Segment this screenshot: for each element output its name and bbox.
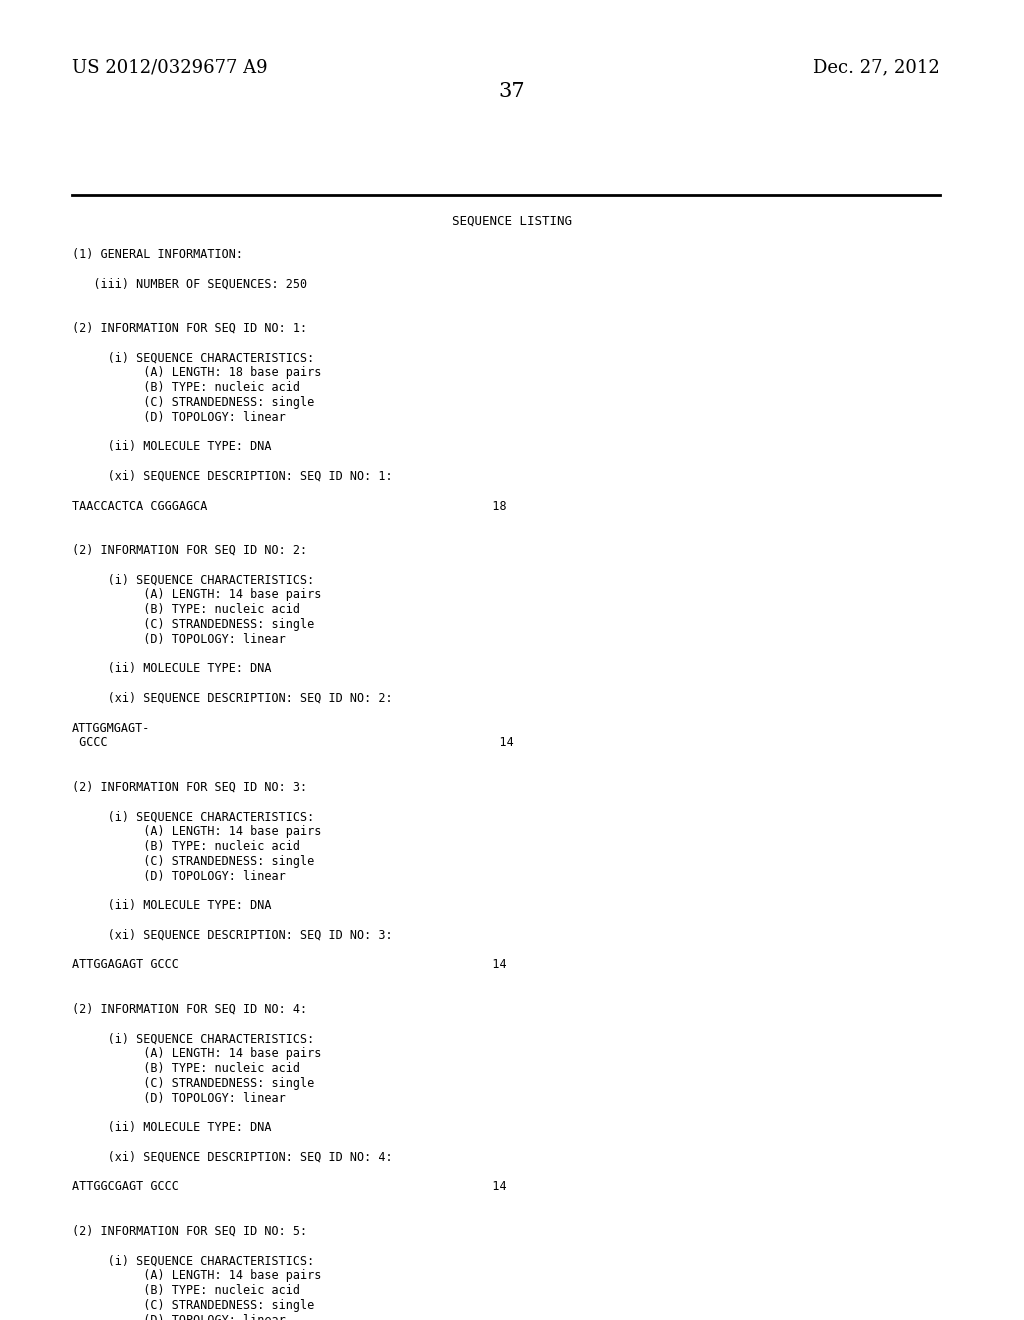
Text: ATTGGMGAGT-: ATTGGMGAGT-: [72, 722, 151, 735]
Text: (i) SEQUENCE CHARACTERISTICS:: (i) SEQUENCE CHARACTERISTICS:: [72, 1032, 314, 1045]
Text: (2) INFORMATION FOR SEQ ID NO: 2:: (2) INFORMATION FOR SEQ ID NO: 2:: [72, 544, 307, 557]
Text: (2) INFORMATION FOR SEQ ID NO: 1:: (2) INFORMATION FOR SEQ ID NO: 1:: [72, 322, 307, 335]
Text: SEQUENCE LISTING: SEQUENCE LISTING: [452, 215, 572, 228]
Text: (xi) SEQUENCE DESCRIPTION: SEQ ID NO: 4:: (xi) SEQUENCE DESCRIPTION: SEQ ID NO: 4:: [72, 1151, 392, 1164]
Text: (A) LENGTH: 18 base pairs: (A) LENGTH: 18 base pairs: [72, 367, 322, 379]
Text: (B) TYPE: nucleic acid: (B) TYPE: nucleic acid: [72, 1284, 300, 1298]
Text: (1) GENERAL INFORMATION:: (1) GENERAL INFORMATION:: [72, 248, 243, 261]
Text: (D) TOPOLOGY: linear: (D) TOPOLOGY: linear: [72, 632, 286, 645]
Text: (B) TYPE: nucleic acid: (B) TYPE: nucleic acid: [72, 381, 300, 395]
Text: (xi) SEQUENCE DESCRIPTION: SEQ ID NO: 3:: (xi) SEQUENCE DESCRIPTION: SEQ ID NO: 3:: [72, 929, 392, 941]
Text: US 2012/0329677 A9: US 2012/0329677 A9: [72, 58, 267, 77]
Text: (2) INFORMATION FOR SEQ ID NO: 5:: (2) INFORMATION FOR SEQ ID NO: 5:: [72, 1225, 307, 1238]
Text: (ii) MOLECULE TYPE: DNA: (ii) MOLECULE TYPE: DNA: [72, 1121, 271, 1134]
Text: (i) SEQUENCE CHARACTERISTICS:: (i) SEQUENCE CHARACTERISTICS:: [72, 810, 314, 824]
Text: (ii) MOLECULE TYPE: DNA: (ii) MOLECULE TYPE: DNA: [72, 441, 271, 453]
Text: (B) TYPE: nucleic acid: (B) TYPE: nucleic acid: [72, 1063, 300, 1074]
Text: (D) TOPOLOGY: linear: (D) TOPOLOGY: linear: [72, 1092, 286, 1105]
Text: (B) TYPE: nucleic acid: (B) TYPE: nucleic acid: [72, 603, 300, 616]
Text: ATTGGCGAGT GCCC                                            14: ATTGGCGAGT GCCC 14: [72, 1180, 507, 1193]
Text: (ii) MOLECULE TYPE: DNA: (ii) MOLECULE TYPE: DNA: [72, 899, 271, 912]
Text: TAACCACTCA CGGGAGCA                                        18: TAACCACTCA CGGGAGCA 18: [72, 499, 507, 512]
Text: (i) SEQUENCE CHARACTERISTICS:: (i) SEQUENCE CHARACTERISTICS:: [72, 351, 314, 364]
Text: (2) INFORMATION FOR SEQ ID NO: 3:: (2) INFORMATION FOR SEQ ID NO: 3:: [72, 781, 307, 793]
Text: (ii) MOLECULE TYPE: DNA: (ii) MOLECULE TYPE: DNA: [72, 663, 271, 676]
Text: (C) STRANDEDNESS: single: (C) STRANDEDNESS: single: [72, 1299, 314, 1312]
Text: 37: 37: [499, 82, 525, 102]
Text: (xi) SEQUENCE DESCRIPTION: SEQ ID NO: 2:: (xi) SEQUENCE DESCRIPTION: SEQ ID NO: 2:: [72, 692, 392, 705]
Text: (A) LENGTH: 14 base pairs: (A) LENGTH: 14 base pairs: [72, 825, 322, 838]
Text: (C) STRANDEDNESS: single: (C) STRANDEDNESS: single: [72, 396, 314, 409]
Text: (D) TOPOLOGY: linear: (D) TOPOLOGY: linear: [72, 411, 286, 424]
Text: (A) LENGTH: 14 base pairs: (A) LENGTH: 14 base pairs: [72, 589, 322, 602]
Text: (2) INFORMATION FOR SEQ ID NO: 4:: (2) INFORMATION FOR SEQ ID NO: 4:: [72, 1003, 307, 1016]
Text: (xi) SEQUENCE DESCRIPTION: SEQ ID NO: 1:: (xi) SEQUENCE DESCRIPTION: SEQ ID NO: 1:: [72, 470, 392, 483]
Text: Dec. 27, 2012: Dec. 27, 2012: [813, 58, 940, 77]
Text: (C) STRANDEDNESS: single: (C) STRANDEDNESS: single: [72, 618, 314, 631]
Text: (B) TYPE: nucleic acid: (B) TYPE: nucleic acid: [72, 840, 300, 853]
Text: (A) LENGTH: 14 base pairs: (A) LENGTH: 14 base pairs: [72, 1270, 322, 1282]
Text: (D) TOPOLOGY: linear: (D) TOPOLOGY: linear: [72, 1313, 286, 1320]
Text: (i) SEQUENCE CHARACTERISTICS:: (i) SEQUENCE CHARACTERISTICS:: [72, 1254, 314, 1267]
Text: (A) LENGTH: 14 base pairs: (A) LENGTH: 14 base pairs: [72, 1047, 322, 1060]
Text: GCCC                                                       14: GCCC 14: [72, 737, 514, 750]
Text: (C) STRANDEDNESS: single: (C) STRANDEDNESS: single: [72, 855, 314, 867]
Text: (C) STRANDEDNESS: single: (C) STRANDEDNESS: single: [72, 1077, 314, 1090]
Text: (i) SEQUENCE CHARACTERISTICS:: (i) SEQUENCE CHARACTERISTICS:: [72, 574, 314, 586]
Text: (D) TOPOLOGY: linear: (D) TOPOLOGY: linear: [72, 870, 286, 883]
Text: ATTGGAGAGT GCCC                                            14: ATTGGAGAGT GCCC 14: [72, 958, 507, 972]
Text: (iii) NUMBER OF SEQUENCES: 250: (iii) NUMBER OF SEQUENCES: 250: [72, 277, 307, 290]
